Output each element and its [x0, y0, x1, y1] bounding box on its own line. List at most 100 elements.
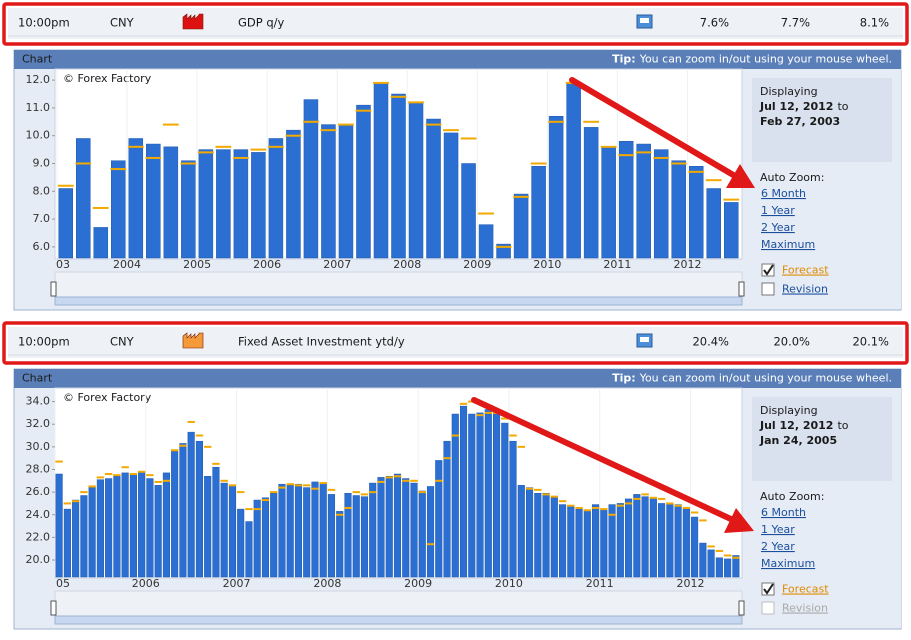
panel-header [14, 369, 901, 388]
scroll-handle[interactable] [50, 281, 57, 297]
forecast-mark [635, 151, 652, 154]
event-previous: 20.1% [852, 335, 889, 349]
forecast-mark [311, 487, 319, 490]
scrollbar[interactable] [54, 296, 743, 306]
forecast-mark [360, 493, 369, 496]
bar [666, 504, 674, 578]
forecast-mark [509, 434, 517, 437]
revision-label[interactable]: Revision [782, 283, 828, 296]
tip-label: Tip: [612, 372, 636, 385]
bar [268, 138, 284, 259]
y-tick-label: 30.0 [26, 440, 51, 453]
forecast-mark [558, 500, 567, 503]
forecast-mark [110, 168, 127, 171]
bar [542, 493, 550, 578]
bar [303, 99, 319, 259]
forecast-mark [162, 479, 171, 482]
forecast-mark [624, 502, 633, 505]
forecast-mark [129, 473, 138, 476]
event-time: 10:00pm [18, 16, 70, 30]
forecast-mark [567, 504, 575, 507]
revision-label[interactable]: Revision [782, 602, 828, 615]
forecast-mark [92, 206, 109, 209]
annotation-arrows [471, 77, 755, 533]
bar [105, 478, 113, 578]
x-tick-label: 2009 [404, 577, 432, 590]
zoom-link[interactable]: Maximum [761, 557, 815, 570]
date-from: Feb 27, 2003 [760, 115, 840, 128]
scroll-handle[interactable] [50, 600, 57, 616]
zoom-link[interactable]: 6 Month [761, 187, 806, 200]
bar [212, 466, 220, 578]
bar [88, 487, 96, 578]
x-tick-label: 2012 [673, 258, 701, 271]
date-to: Jul 12, 2012 [759, 419, 833, 432]
forecast-mark [228, 484, 237, 487]
bar [443, 132, 459, 259]
bar [616, 503, 624, 578]
revision-checkbox[interactable] [761, 282, 775, 296]
watermark: © Forex Factory [63, 72, 152, 85]
forecast-mark [525, 487, 534, 490]
forecast-mark [390, 95, 407, 98]
forecast-mark [583, 120, 600, 123]
chart: 20.0 22.0 24.0 26.0 28.0 30.0 32.0 34.0 05 2006 20… [26, 388, 740, 590]
forecast-label[interactable]: Forecast [782, 583, 829, 596]
bar [633, 494, 641, 578]
zoom-link[interactable]: 6 Month [761, 506, 806, 519]
row-background [8, 8, 903, 39]
scroll-handle[interactable] [738, 600, 745, 616]
zoom-link[interactable]: Maximum [761, 238, 815, 251]
bar [352, 495, 360, 578]
forecast-mark [608, 513, 616, 516]
arrow-head [726, 164, 755, 188]
event-actual: 7.6% [700, 16, 729, 30]
bar [286, 129, 301, 259]
zoom-link[interactable]: 1 Year [761, 204, 795, 217]
bar [327, 494, 336, 578]
bar [204, 476, 212, 578]
bar [129, 473, 137, 578]
forecast-mark [71, 500, 80, 503]
forecast-mark [550, 495, 559, 498]
forecast-mark [355, 109, 372, 112]
bar [567, 505, 575, 578]
bar [138, 471, 146, 578]
panel-title: Chart [22, 372, 53, 385]
bar [111, 160, 126, 259]
bar [653, 149, 669, 259]
bar [216, 149, 231, 259]
bar [58, 188, 74, 259]
forecast-mark [666, 502, 674, 505]
forecast-mark [320, 129, 337, 132]
bar [228, 485, 236, 578]
bar [253, 499, 261, 578]
date-to-line: Jul 12, 2012 to [759, 100, 849, 113]
forecast-mark [478, 212, 494, 215]
bar [583, 509, 591, 578]
forecast-mark [127, 145, 144, 148]
event-title: Fixed Asset Investment ytd/y [238, 335, 405, 349]
date-box [752, 397, 892, 481]
bar [72, 499, 80, 578]
x-tick-label: 2006 [132, 577, 160, 590]
bar [311, 481, 319, 578]
event-forecast: 20.0% [773, 335, 810, 349]
auto-zoom-label: Auto Zoom: [760, 490, 824, 503]
auto-zoom-label: Auto Zoom: [760, 171, 824, 184]
forecast-mark [715, 549, 724, 552]
forecast-mark [327, 488, 336, 491]
zoom-link[interactable]: 2 Year [761, 540, 795, 553]
revision-checkbox[interactable] [761, 601, 775, 615]
zoom-link[interactable]: 1 Year [761, 523, 795, 536]
scrollbar[interactable] [54, 615, 743, 625]
forecast-label[interactable]: Forecast [782, 264, 829, 277]
x-tick-label: 05 [56, 577, 70, 590]
bar [179, 443, 187, 578]
forecast-mark [418, 491, 426, 494]
overview-strip [54, 271, 743, 298]
panel-header [14, 50, 901, 69]
scroll-handle[interactable] [738, 281, 745, 297]
bar [459, 405, 468, 578]
zoom-link[interactable]: 2 Year [761, 221, 795, 234]
